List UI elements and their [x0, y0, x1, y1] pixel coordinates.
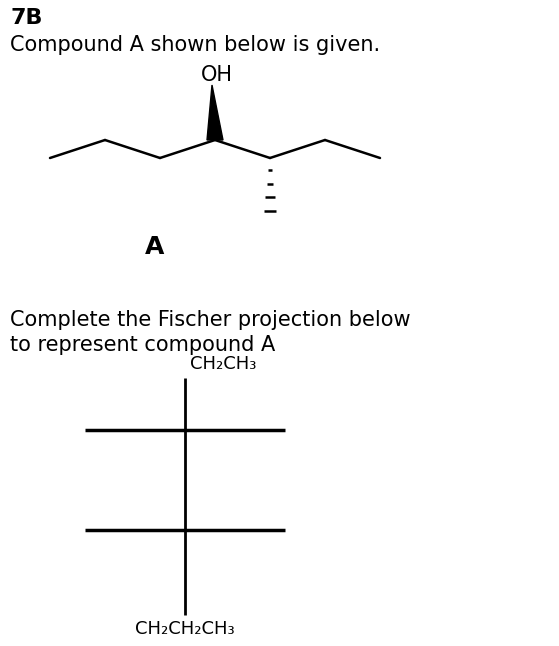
Text: to represent compound A: to represent compound A: [10, 335, 275, 355]
Text: CH₂CH₃: CH₂CH₃: [190, 355, 257, 373]
Text: CH₂CH₂CH₃: CH₂CH₂CH₃: [135, 620, 235, 638]
Text: A: A: [145, 235, 164, 259]
Text: Complete the Fischer projection below: Complete the Fischer projection below: [10, 310, 411, 330]
Text: Compound A shown below is given.: Compound A shown below is given.: [10, 35, 380, 55]
Text: 7B: 7B: [10, 8, 42, 28]
Polygon shape: [207, 85, 223, 140]
Text: OH: OH: [201, 65, 233, 85]
